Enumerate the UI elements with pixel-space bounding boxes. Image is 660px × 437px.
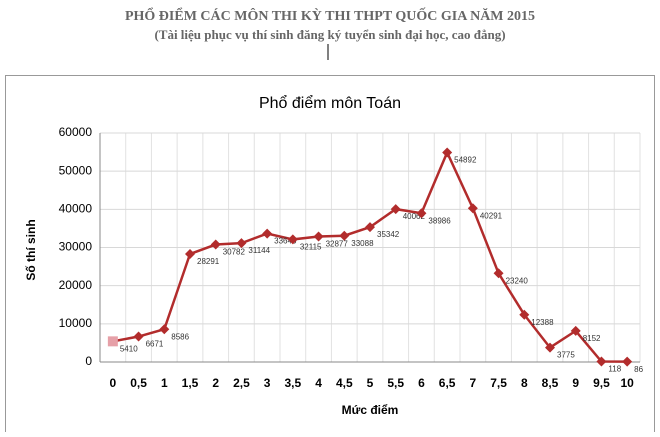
- data-label: 8586: [171, 332, 189, 341]
- data-point: [185, 249, 195, 260]
- x-tick-label: 6,5: [439, 376, 456, 390]
- data-point: [545, 342, 555, 353]
- data-label: 118: [608, 365, 621, 374]
- x-tick-label: 6: [418, 376, 425, 390]
- x-tick-label: 0,5: [130, 376, 147, 390]
- x-tick-label: 2,5: [233, 376, 250, 390]
- data-label: 30782: [223, 248, 246, 257]
- data-label: 23240: [506, 276, 529, 285]
- x-tick-label: 3,5: [285, 376, 302, 390]
- data-point: [519, 309, 530, 320]
- y-axis-label: Số thí sinh: [24, 219, 38, 280]
- x-tick-label: 7,5: [490, 376, 507, 390]
- data-point: [210, 239, 221, 250]
- data-label: 32877: [326, 240, 349, 249]
- y-tick-label: 0: [85, 354, 92, 368]
- x-tick-label: 10: [620, 376, 634, 390]
- data-point: [596, 356, 607, 367]
- data-label: 35342: [377, 230, 400, 239]
- data-point: [416, 208, 427, 219]
- data-label: 40291: [480, 211, 503, 220]
- page-subtitle: (Tài liệu phục vụ thí sinh đăng ký tuyển…: [154, 27, 505, 42]
- x-tick-label: 9,5: [593, 376, 610, 390]
- data-label: 28291: [197, 257, 220, 266]
- x-tick-label: 4: [315, 376, 322, 390]
- x-tick-label: 8: [521, 376, 528, 390]
- data-label: 33645: [274, 237, 297, 246]
- x-tick-label: 0: [110, 376, 117, 390]
- data-label: 5410: [120, 344, 138, 353]
- data-label: 3775: [557, 351, 575, 360]
- data-label: 40062: [403, 212, 426, 221]
- data-point: [570, 325, 581, 336]
- data-point: [159, 324, 170, 335]
- y-tick-label: 10000: [59, 316, 93, 330]
- y-tick-label: 20000: [59, 278, 93, 292]
- data-point: [287, 234, 298, 245]
- data-point: [236, 238, 247, 249]
- x-tick-label: 2: [212, 376, 219, 390]
- data-point: [313, 231, 324, 242]
- data-point: [365, 222, 375, 233]
- x-axis-label: Mức điểm: [342, 403, 399, 417]
- x-tick-label: 4,5: [336, 376, 353, 390]
- data-label: 6671: [146, 340, 164, 349]
- data-label: 32115: [300, 243, 322, 252]
- data-label: 8152: [583, 334, 601, 343]
- x-tick-label: 9: [572, 376, 579, 390]
- data-label: 12388: [531, 318, 554, 327]
- data-point: [442, 147, 453, 158]
- x-tick-label: 7: [470, 376, 477, 390]
- data-point: [622, 356, 633, 367]
- data-label: 31144: [248, 246, 270, 255]
- y-tick-label: 50000: [59, 163, 93, 177]
- y-tick-label: 40000: [59, 202, 93, 216]
- y-tick-label: 30000: [59, 240, 93, 254]
- data-point: [467, 203, 478, 214]
- page-title: PHỔ ĐIỂM CÁC MÔN THI KỲ THI THPT QUỐC GI…: [125, 6, 535, 24]
- y-tick-label: 60000: [59, 125, 93, 139]
- x-tick-label: 8,5: [542, 376, 559, 390]
- x-tick-label: 1: [161, 376, 168, 390]
- x-tick-label: 5: [367, 376, 374, 390]
- data-point: [390, 204, 401, 215]
- data-point: [493, 268, 504, 279]
- data-label: 54892: [454, 156, 477, 165]
- chart-title: Phổ điểm môn Toán: [259, 94, 401, 112]
- data-point: [133, 331, 144, 342]
- data-point: [262, 228, 273, 239]
- data-point: [339, 230, 350, 241]
- data-point: [107, 336, 118, 347]
- x-tick-label: 1,5: [182, 376, 199, 390]
- x-tick-label: 3: [264, 376, 271, 390]
- data-label: 86: [634, 365, 643, 374]
- data-label: 33088: [351, 239, 374, 248]
- data-label: 38986: [428, 216, 451, 225]
- x-tick-label: 5,5: [387, 376, 404, 390]
